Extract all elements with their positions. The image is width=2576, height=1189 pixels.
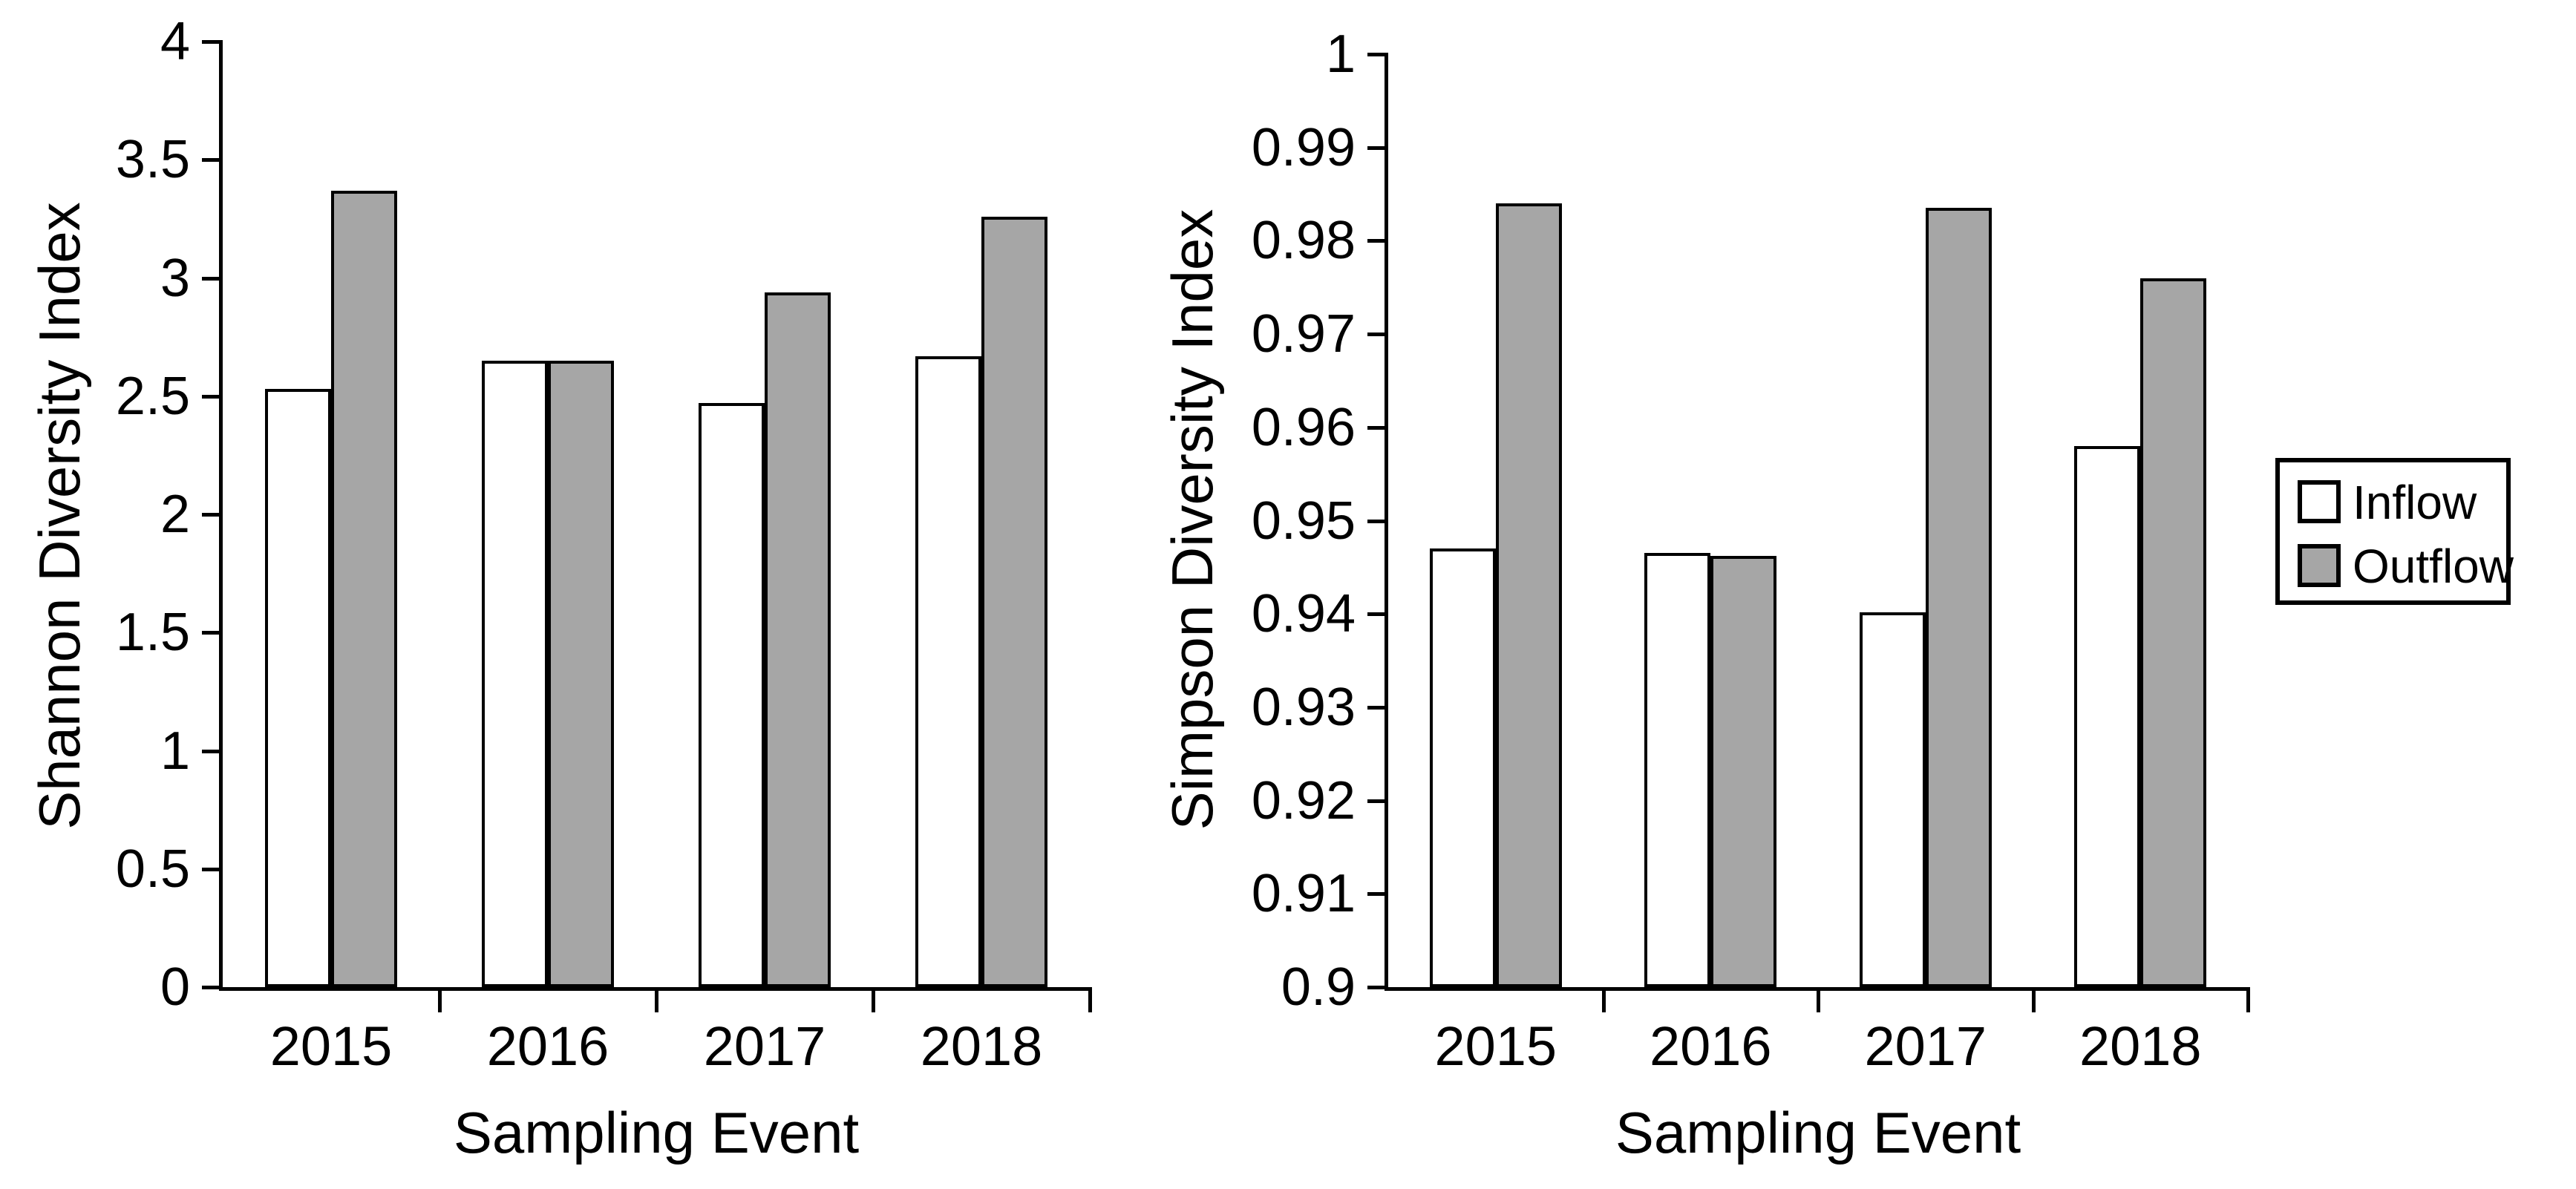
bar-inflow-2018 (915, 356, 981, 987)
y-axis-tick-label: 0.99 (1251, 117, 1356, 177)
bar-outflow-2015 (331, 190, 397, 987)
bar-outflow-2018 (981, 216, 1047, 987)
x-axis-category-label: 2015 (269, 1015, 393, 1077)
y-axis-tick-label: 2.5 (115, 366, 190, 426)
y-axis-tick-label: 0.96 (1251, 397, 1356, 457)
bar-outflow-2017 (765, 292, 831, 987)
y-axis-tick-label: 2 (160, 485, 190, 544)
y-axis-tick-label: 0.97 (1251, 304, 1356, 364)
x-axis-category-label: 2016 (1649, 1015, 1772, 1077)
x-axis-category-label: 2016 (486, 1015, 609, 1077)
bar-outflow-2016 (548, 360, 614, 987)
x-axis-tick (1817, 987, 1820, 1012)
bar-inflow-2016 (1644, 553, 1711, 987)
x-axis-tick (872, 987, 875, 1012)
bar-inflow-2018 (2074, 445, 2141, 987)
y-axis-tick-label: 1 (160, 721, 190, 781)
y-axis-tick (202, 867, 223, 871)
y-axis-tick-label: 3.5 (115, 130, 190, 190)
y-axis-tick-label: 0.5 (115, 839, 190, 899)
x-axis-category-label: 2017 (703, 1015, 826, 1077)
simpson-chart-panel: Simpson Diversity Index Sampling Event 0… (1158, 0, 2309, 1189)
x-axis-category-label: 2015 (1434, 1015, 1557, 1077)
y-axis-tick (1367, 145, 1388, 150)
legend-outflow-swatch (2298, 544, 2341, 587)
y-axis-tick-label: 0.91 (1251, 864, 1356, 924)
y-axis-tick (202, 986, 223, 989)
x-axis-category-label: 2018 (920, 1015, 1043, 1077)
y-axis-tick-label: 0.98 (1251, 211, 1356, 271)
y-axis-tick-label: 0.9 (1281, 957, 1356, 1017)
x-axis-tick (655, 987, 658, 1012)
y-axis-tick (1367, 799, 1388, 803)
y-axis-tick (202, 158, 223, 163)
simpson-x-axis-title: Sampling Event (1615, 1100, 2021, 1165)
x-axis-category-label: 2018 (2079, 1015, 2202, 1077)
y-axis-tick (202, 513, 223, 517)
y-axis-tick (1367, 53, 1388, 56)
y-axis-tick (1367, 705, 1388, 710)
y-axis-tick-label: 0.93 (1251, 677, 1356, 737)
bar-inflow-2017 (699, 403, 765, 987)
x-axis-tick (1601, 987, 1606, 1012)
y-axis-tick-label: 3 (160, 248, 190, 308)
y-axis-tick-label: 4 (160, 12, 190, 71)
y-axis-tick (1367, 239, 1388, 243)
y-axis-tick (1367, 333, 1388, 337)
y-axis-tick (1367, 425, 1388, 430)
y-axis-tick-label: 0.92 (1251, 770, 1356, 831)
x-axis-tick (2031, 987, 2036, 1012)
x-axis-category-label: 2017 (1864, 1015, 1987, 1077)
x-axis-tick (1088, 987, 1092, 1012)
y-axis-tick-label: 1.5 (115, 603, 190, 663)
y-axis-tick (202, 40, 223, 44)
y-axis-tick (202, 749, 223, 753)
legend-outflow-label: Outflow (2353, 540, 2514, 593)
y-axis-tick-label: 0.95 (1251, 491, 1356, 551)
bar-inflow-2016 (482, 360, 548, 987)
y-axis-tick (1367, 892, 1388, 897)
shannon-chart-panel: Shannon Diversity Index Sampling Event 0… (0, 0, 1158, 1189)
x-axis-tick (438, 987, 442, 1012)
y-axis-tick-label: 0 (160, 957, 190, 1017)
x-axis-tick (2246, 987, 2250, 1012)
shannon-x-axis-title: Sampling Event (453, 1100, 860, 1165)
bar-inflow-2015 (1429, 548, 1496, 987)
y-axis-tick (1367, 986, 1388, 989)
bar-outflow-2015 (1495, 203, 1562, 987)
y-axis-tick (1367, 612, 1388, 617)
y-axis-tick-label: 1 (1325, 24, 1356, 84)
bar-outflow-2016 (1710, 556, 1777, 987)
bar-outflow-2018 (2140, 278, 2207, 987)
y-axis-tick (202, 394, 223, 399)
legend-inflow-swatch (2298, 480, 2341, 523)
bar-inflow-2017 (1859, 612, 1926, 987)
y-axis-tick (202, 276, 223, 281)
y-axis-tick (202, 631, 223, 635)
bar-inflow-2015 (265, 389, 331, 987)
bar-outflow-2017 (1925, 208, 1992, 987)
legend: Inflow Outflow (2275, 458, 2514, 605)
y-axis-tick-label: 0.94 (1251, 584, 1356, 644)
y-axis-tick (1367, 519, 1388, 523)
legend-inflow-label: Inflow (2353, 476, 2477, 529)
